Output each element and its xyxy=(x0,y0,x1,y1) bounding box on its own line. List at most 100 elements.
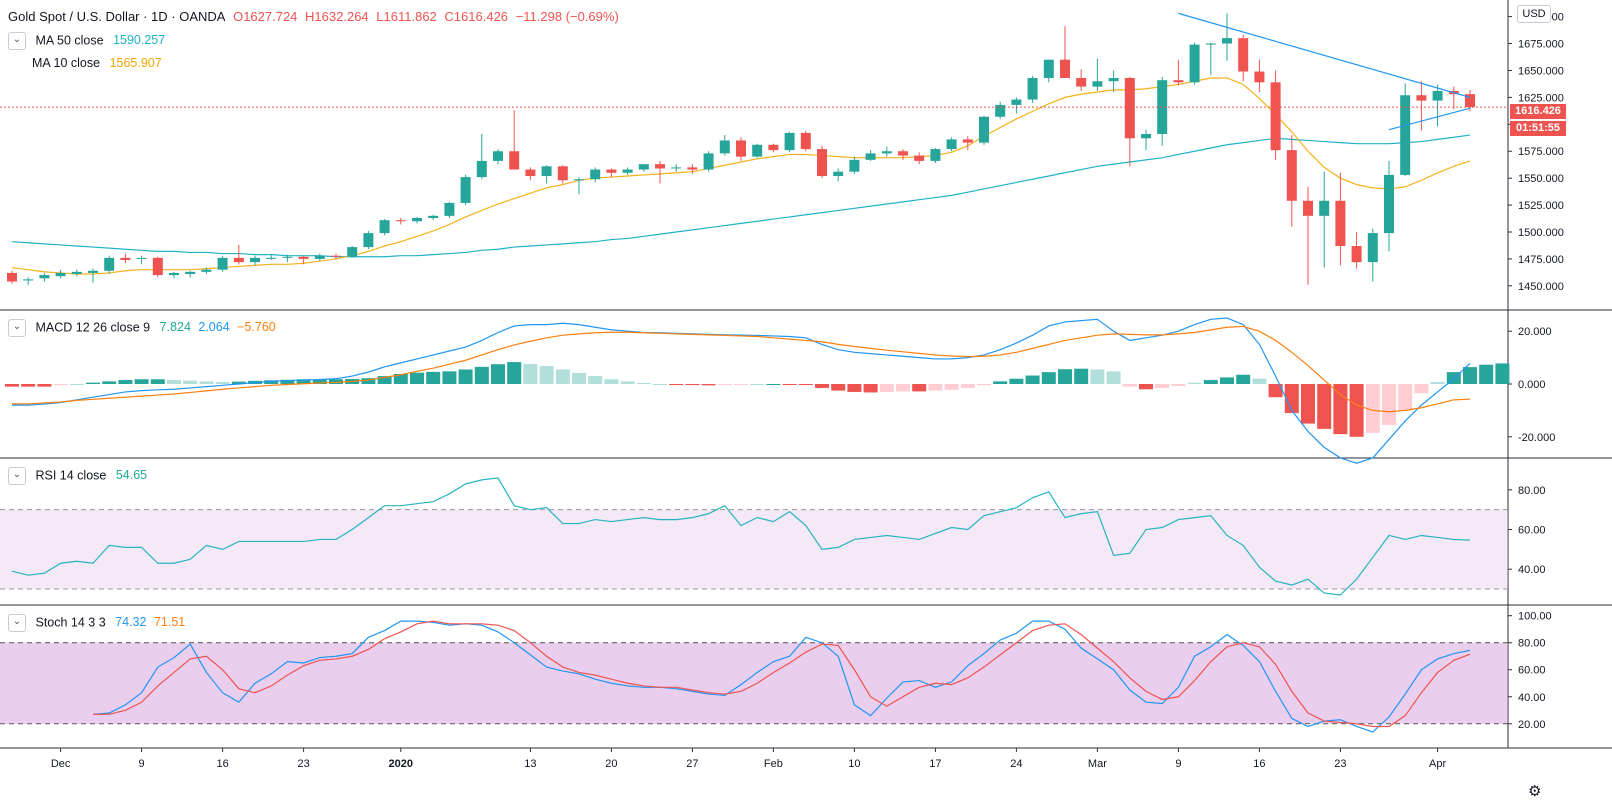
candle-body xyxy=(298,256,309,259)
macd-histogram-bar xyxy=(1382,384,1396,425)
trend-line xyxy=(1388,107,1471,131)
candle-body xyxy=(817,149,827,176)
stoch-k-value: 74.32 xyxy=(115,615,147,630)
currency-badge[interactable]: USD xyxy=(1517,5,1551,23)
candle-body xyxy=(995,104,1006,117)
macd-histogram-bar xyxy=(912,384,927,392)
gear-icon[interactable]: ⚙ xyxy=(1528,783,1542,800)
macd-histogram-bar xyxy=(1187,382,1202,384)
candle-body xyxy=(136,257,147,259)
change-value: −11.298 (−0.69%) xyxy=(515,9,619,24)
candle-body xyxy=(881,151,892,154)
macd-histogram-bar xyxy=(69,384,84,385)
candle-body xyxy=(849,159,860,172)
macd-histogram-bar xyxy=(1414,384,1429,394)
candle-body xyxy=(120,257,131,260)
candle-body xyxy=(379,220,390,234)
macd-histogram-bar xyxy=(1106,371,1121,384)
candle-body xyxy=(395,220,406,222)
macd-collapse-icon[interactable]: ⌄ xyxy=(8,319,26,337)
macd-line xyxy=(12,317,1471,464)
macd-histogram-bar xyxy=(1398,384,1413,411)
macd-histogram-bar xyxy=(1139,384,1153,390)
candle-body xyxy=(1367,233,1378,263)
macd-histogram-bar xyxy=(37,384,52,387)
macd-histogram-bar xyxy=(377,376,392,384)
macd-histogram-bar xyxy=(1203,380,1218,384)
ma50-line xyxy=(11,134,1471,258)
macd-histogram-bar xyxy=(928,384,943,391)
candle-body xyxy=(217,257,228,270)
rsi-legend[interactable]: ⌄ RSI 14 close 54.65 xyxy=(8,467,147,485)
ma10-legend[interactable]: MA 10 close 1565.907 xyxy=(32,56,162,70)
macd-histogram-bar xyxy=(312,379,327,384)
ma50-label: MA 50 close xyxy=(35,33,104,48)
macd-histogram-bar xyxy=(669,384,684,385)
ma50-legend[interactable]: ⌄ MA 50 close 1590.257 xyxy=(8,32,165,50)
candle-body xyxy=(347,247,358,257)
time-tick-label: Feb xyxy=(764,758,783,770)
stoch-collapse-icon[interactable]: ⌄ xyxy=(8,614,26,632)
trend-line xyxy=(1178,12,1471,98)
macd-histogram-bar xyxy=(458,369,473,384)
symbol-title[interactable]: Gold Spot / U.S. Dollar · 1D · OANDA xyxy=(8,9,226,24)
candle-body xyxy=(979,116,989,143)
candle-body xyxy=(1124,78,1135,139)
rsi-tick-label: 80.00 xyxy=(1518,485,1546,497)
time-tick-label: 13 xyxy=(524,758,536,770)
candle-body xyxy=(1173,80,1184,83)
macd-histogram-bar xyxy=(1171,384,1186,387)
candle-body xyxy=(541,166,552,176)
macd-histogram-bar xyxy=(167,380,181,384)
rsi-band xyxy=(0,509,1508,590)
candle-body xyxy=(201,269,212,272)
macd-value-3: −5.760 xyxy=(237,320,276,335)
candle-body xyxy=(1270,82,1281,151)
stoch-d-value: 71.51 xyxy=(153,615,186,630)
macd-histogram-bar xyxy=(1495,363,1510,384)
rsi-collapse-icon[interactable]: ⌄ xyxy=(8,467,26,485)
macd-histogram-bar xyxy=(1041,372,1056,384)
macd-tick-label: 20.000 xyxy=(1518,326,1552,338)
macd-histogram-bar xyxy=(879,384,894,392)
candle-body xyxy=(444,202,455,216)
stoch-label: Stoch 14 3 3 xyxy=(35,615,106,630)
rsi-value: 54.65 xyxy=(115,468,148,483)
macd-histogram-bar xyxy=(5,384,19,387)
macd-histogram-bar xyxy=(572,372,586,384)
candle-body xyxy=(590,169,601,180)
time-tick-label: Apr xyxy=(1429,758,1446,770)
candle-body xyxy=(557,166,568,181)
candle-body xyxy=(1108,78,1119,82)
macd-legend[interactable]: ⌄ MACD 12 26 close 9 7.824 2.064 −5.760 xyxy=(8,319,276,337)
rsi-line xyxy=(11,477,1471,596)
candle-body xyxy=(898,151,908,156)
time-tick-label: 16 xyxy=(1253,758,1265,770)
stoch-legend[interactable]: ⌄ Stoch 14 3 3 74.32 71.51 xyxy=(8,614,185,632)
candle-body xyxy=(104,257,115,271)
ma50-value: 1590.257 xyxy=(113,33,166,48)
candle-body xyxy=(606,169,617,173)
macd-histogram-bar xyxy=(555,369,570,384)
time-tick-label: Dec xyxy=(51,758,71,770)
candle-body xyxy=(525,169,536,176)
time-tick-label: 10 xyxy=(848,758,860,770)
macd-histogram-bar xyxy=(102,381,117,384)
candle-body xyxy=(428,215,439,218)
candle-body xyxy=(1319,200,1330,216)
candle-body xyxy=(752,144,763,157)
candle-body xyxy=(1400,95,1411,175)
candle-body xyxy=(7,272,17,282)
macd-histogram-bar xyxy=(993,381,1008,384)
macd-histogram-bar xyxy=(264,380,279,384)
macd-histogram-bar xyxy=(1349,384,1364,437)
macd-histogram-bar xyxy=(1463,367,1477,384)
collapse-chevron-icon[interactable]: ⌄ xyxy=(8,32,26,50)
candle-body xyxy=(1092,81,1103,87)
macd-histogram-bar xyxy=(134,379,149,384)
candle-body xyxy=(1384,174,1394,234)
candle-body xyxy=(1286,150,1297,201)
candle-body xyxy=(687,167,698,170)
